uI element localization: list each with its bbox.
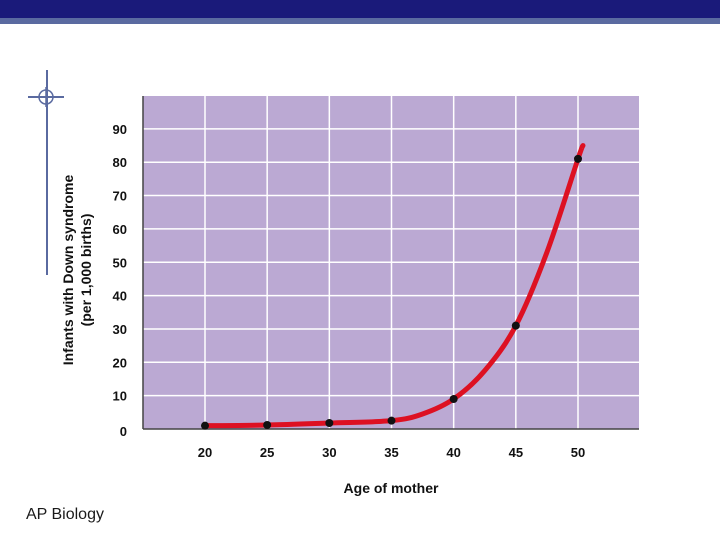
data-point-20 — [201, 421, 209, 430]
data-point-40 — [449, 394, 458, 403]
header-bar — [0, 0, 720, 18]
x-tick-label-50: 50 — [571, 445, 585, 460]
grid-lines — [143, 96, 639, 429]
y-tick-label-60: 60 — [113, 222, 127, 237]
data-point-25 — [263, 420, 272, 429]
y-tick-label-50: 50 — [113, 255, 127, 270]
y-tick-label-80: 80 — [113, 155, 127, 170]
y-tick-label-90: 90 — [113, 122, 127, 137]
data-point-30 — [325, 418, 334, 427]
data-point-45 — [511, 321, 520, 330]
data-point-50 — [574, 154, 582, 163]
x-tick-label-40: 40 — [446, 445, 460, 460]
y-axis-label-group: Infants with Down syndrome (per 1,000 bi… — [60, 175, 94, 366]
x-tick-labels: 20 25 30 35 40 45 50 — [198, 445, 585, 460]
y-tick-label-70: 70 — [113, 189, 127, 204]
y-axis-label-line2: (per 1,000 births) — [78, 214, 94, 327]
x-tick-label-30: 30 — [322, 445, 336, 460]
y-tick-label-0: 0 — [120, 424, 127, 439]
y-axis-label-line1: Infants with Down syndrome — [60, 175, 76, 366]
y-tick-labels: 0 10 20 30 40 50 60 70 80 90 — [113, 122, 127, 439]
y-tick-label-10: 10 — [113, 389, 127, 404]
x-tick-label-20: 20 — [198, 445, 212, 460]
x-tick-label-45: 45 — [509, 445, 523, 460]
x-tick-label-25: 25 — [260, 445, 274, 460]
x-tick-label-35: 35 — [384, 445, 398, 460]
header-accent-bar — [0, 18, 720, 24]
data-points — [201, 154, 582, 430]
y-tick-label-40: 40 — [113, 289, 127, 304]
footer-label: AP Biology — [26, 506, 104, 523]
crosshair-icon — [28, 87, 64, 107]
y-tick-label-20: 20 — [113, 355, 127, 370]
left-decorative-rule — [46, 70, 48, 275]
y-tick-label-30: 30 — [113, 322, 127, 337]
x-axis-label: Age of mother — [344, 480, 439, 496]
data-point-35 — [387, 416, 396, 425]
